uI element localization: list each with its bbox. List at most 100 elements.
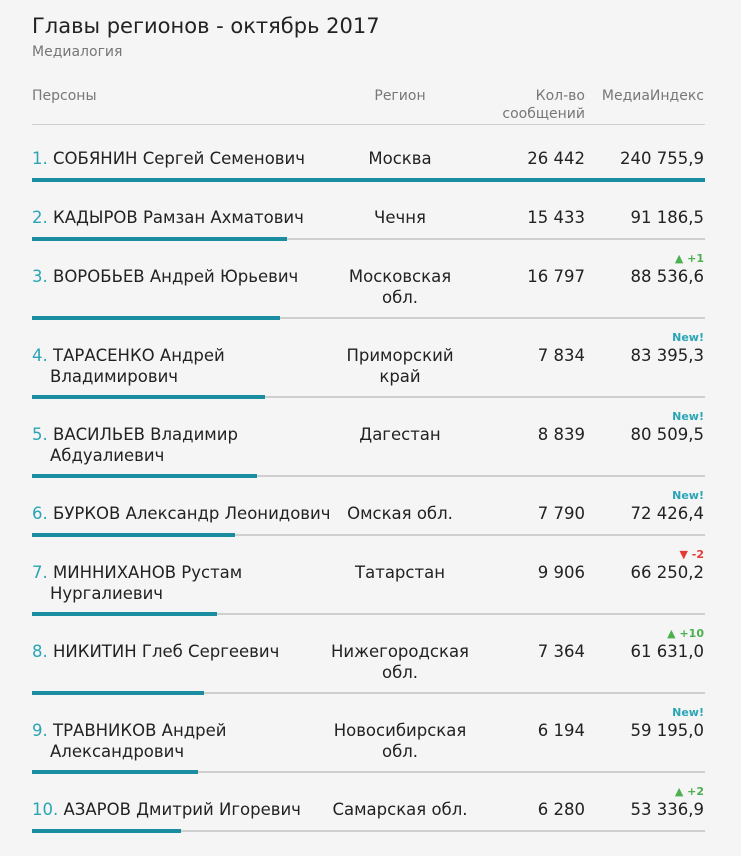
rank-change-badge: ▲ +10 — [667, 627, 704, 640]
index-bar — [32, 395, 265, 399]
index-bar-track — [32, 395, 705, 399]
region-name: Нижегородская обл. — [328, 641, 472, 683]
region-line2: обл. — [381, 742, 419, 761]
header-count-line1: Кол-во — [535, 88, 585, 104]
region-line2: обл. — [381, 663, 419, 682]
rank-number: 2. — [32, 208, 48, 227]
message-count: 16 797 — [527, 267, 585, 286]
region-line1: Омская обл. — [347, 504, 453, 523]
person-name: 5. ВАСИЛЬЕВ Владимир Абдуалиевич — [32, 424, 332, 466]
person-name-line2: Владимирович — [50, 367, 179, 386]
index-bar-track — [32, 237, 705, 241]
region-line2: обл. — [381, 288, 419, 307]
region-name: Дагестан — [328, 424, 472, 445]
header-region: Регион — [374, 88, 426, 104]
person-name-line2: Абдуалиевич — [50, 446, 165, 465]
person-name: 8. НИКИТИН Глеб Сергеевич — [32, 641, 332, 662]
index-bar-track — [32, 691, 705, 695]
rank-number: 1. — [32, 149, 48, 168]
index-bar — [32, 691, 205, 695]
media-index: 59 195,0 — [630, 721, 704, 740]
media-index: 66 250,2 — [630, 563, 704, 582]
region-name: Новосибирская обл. — [328, 720, 472, 762]
person-name-line1: 10. АЗАРОВ Дмитрий Игоревич — [32, 799, 332, 820]
media-index: 91 186,5 — [630, 208, 704, 227]
header-count: Кол-во сообщений — [502, 87, 585, 123]
media-index: 240 755,9 — [620, 149, 704, 168]
index-bar-track — [32, 316, 705, 320]
header-divider — [32, 124, 705, 125]
region-line1: Новосибирская — [333, 721, 467, 740]
person-name-text: ВОРОБЬЕВ Андрей Юрьевич — [53, 267, 299, 286]
region-name: Московская обл. — [328, 266, 472, 308]
rank-change-badge: New! — [672, 706, 704, 719]
index-bar-track — [32, 533, 705, 537]
page-subtitle: Медиалогия — [32, 44, 123, 60]
message-count: 26 442 — [527, 149, 585, 168]
index-bar-track — [32, 474, 705, 478]
index-bar — [32, 474, 257, 478]
message-count: 15 433 — [527, 208, 585, 227]
index-bar-track — [32, 612, 705, 616]
rank-number: 7. — [32, 563, 48, 582]
rank-number: 6. — [32, 504, 48, 523]
index-bar-track — [32, 178, 705, 182]
page-title: Главы регионов - октябрь 2017 — [32, 14, 380, 38]
index-bar — [32, 533, 235, 537]
person-name: 9. ТРАВНИКОВ Андрей Александрович — [32, 720, 332, 762]
person-name-text: ВАСИЛЬЕВ Владимир — [53, 425, 238, 444]
region-line1: Татарстан — [355, 563, 445, 582]
message-count: 7 834 — [537, 346, 585, 365]
person-name-line1: 3. ВОРОБЬЕВ Андрей Юрьевич — [32, 266, 332, 287]
person-name: 1. СОБЯНИН Сергей Семенович — [32, 148, 332, 169]
region-line1: Дагестан — [359, 425, 441, 444]
person-name-line1: 2. КАДЫРОВ Рамзан Ахматович — [32, 207, 332, 228]
person-name-line1: 6. БУРКОВ Александр Леонидович — [32, 503, 332, 524]
rank-change-badge: New! — [672, 489, 704, 502]
region-name: Самарская обл. — [328, 799, 472, 820]
person-name-text: ТАРАСЕНКО Андрей — [53, 346, 225, 365]
rank-change-badge: New! — [672, 410, 704, 423]
index-bar — [32, 178, 705, 182]
person-name-line1: 9. ТРАВНИКОВ Андрей — [32, 720, 332, 741]
media-index: 83 395,3 — [630, 346, 704, 365]
person-name: 6. БУРКОВ Александр Леонидович — [32, 503, 332, 524]
message-count: 7 364 — [537, 642, 585, 661]
person-name-text: АЗАРОВ Дмитрий Игоревич — [63, 800, 301, 819]
index-bar — [32, 770, 198, 774]
region-name: Омская обл. — [328, 503, 472, 524]
region-line1: Чечня — [374, 208, 426, 227]
rank-change-badge: ▲ +1 — [674, 252, 704, 265]
rank-number: 8. — [32, 642, 48, 661]
region-line1: Приморский — [346, 346, 454, 365]
media-index: 72 426,4 — [630, 504, 704, 523]
rank-number: 5. — [32, 425, 48, 444]
person-name: 2. КАДЫРОВ Рамзан Ахматович — [32, 207, 332, 228]
region-line2: край — [379, 367, 421, 386]
rank-change-badge: ▲ +2 — [674, 785, 704, 798]
person-name-line2: Александрович — [50, 742, 185, 761]
index-bar — [32, 316, 280, 320]
index-bar-track — [32, 829, 705, 833]
person-name-line1: 1. СОБЯНИН Сергей Семенович — [32, 148, 332, 169]
message-count: 6 280 — [537, 800, 585, 819]
region-line1: Московская — [348, 267, 452, 286]
media-index: 88 536,6 — [630, 267, 704, 286]
person-name-text: ТРАВНИКОВ Андрей — [53, 721, 227, 740]
message-count: 6 194 — [537, 721, 585, 740]
header-index: МедиаИндекс — [601, 88, 704, 104]
region-name: Москва — [328, 148, 472, 169]
region-name: Приморский край — [328, 345, 472, 387]
message-count: 8 839 — [537, 425, 585, 444]
person-name: 3. ВОРОБЬЕВ Андрей Юрьевич — [32, 266, 332, 287]
person-name-text: КАДЫРОВ Рамзан Ахматович — [53, 208, 304, 227]
person-name-line1: 8. НИКИТИН Глеб Сергеевич — [32, 641, 332, 662]
person-name: 10. АЗАРОВ Дмитрий Игоревич — [32, 799, 332, 820]
person-name-line2: Нургалиевич — [50, 584, 164, 603]
index-bar — [32, 612, 218, 616]
media-index: 80 509,5 — [630, 425, 704, 444]
index-bar — [32, 829, 182, 833]
index-bar-track — [32, 770, 705, 774]
region-name: Чечня — [328, 207, 472, 228]
person-name-text: МИННИХАНОВ Рустам — [53, 563, 243, 582]
